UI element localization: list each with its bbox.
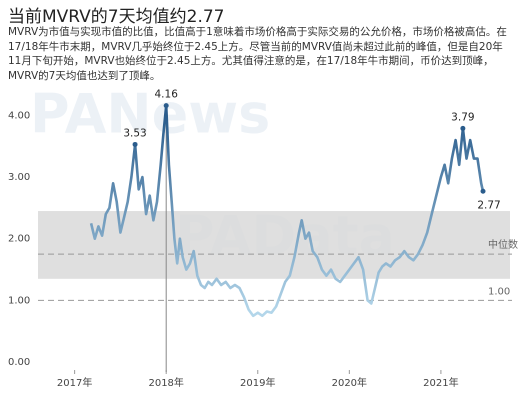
point-marker (460, 125, 466, 131)
x-tick-label: 2020年 (332, 376, 367, 389)
data-label: 3.53 (123, 127, 146, 139)
x-tick-label: 2017年 (57, 376, 92, 389)
watermark: PANews (30, 83, 270, 146)
line (89, 104, 485, 318)
point-marker (132, 141, 138, 147)
reference-label: 中位数 (488, 238, 518, 251)
band (38, 211, 510, 279)
x-tick-label: 2019年 (240, 376, 275, 389)
y-tick-label: 0.00 (8, 357, 30, 368)
point-marker (480, 188, 486, 194)
x-tick-label: 2018年 (148, 376, 183, 389)
y-tick-label: 4.00 (8, 110, 30, 121)
x-tick-label: 2021年 (423, 376, 458, 389)
chart-subtitle: MVRV为市值与实现市值的比值，比值高于1意味着市场价格高于实际交易的公允价格，… (8, 26, 507, 82)
y-tick-label: 3.00 (8, 172, 30, 183)
y-tick-label: 2.00 (8, 234, 30, 245)
data-label: 2.77 (477, 199, 500, 211)
y-tick-label: 1.00 (8, 295, 30, 306)
data-label: 3.79 (451, 111, 474, 123)
point-marker (163, 103, 169, 109)
chart-title: 当前MVRV的7天均值约2.77 (8, 7, 225, 27)
reference-label: 1.00 (488, 286, 510, 297)
data-label: 4.16 (155, 89, 179, 101)
